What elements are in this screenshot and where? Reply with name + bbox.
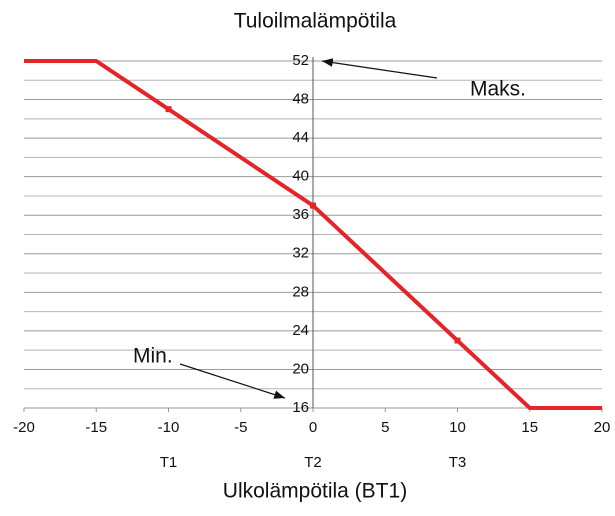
x-tick-label: -10 [158, 419, 180, 436]
y-tick-label: 32 [292, 245, 309, 262]
x-tick-label: 5 [381, 419, 389, 436]
y-tick-label: 20 [292, 360, 309, 377]
annotation: Min. [133, 345, 173, 368]
x-tick-label: 20 [594, 419, 611, 436]
y-tick-label: 52 [292, 52, 309, 69]
chart-title: Tuloilmalämpötila [234, 10, 397, 33]
x-axis-label: Ulkolämpötila (BT1) [223, 480, 407, 503]
y-tick-label: 48 [292, 91, 309, 108]
x-sublabel: T2 [304, 454, 322, 471]
annotation-arrow [321, 58, 438, 79]
point-marker [310, 202, 316, 209]
x-tick-label: -15 [85, 419, 107, 436]
x-tick-label: -5 [234, 419, 247, 436]
y-tick-label: 40 [292, 168, 309, 185]
y-tick-label: 24 [292, 322, 309, 339]
x-tick-label: 10 [449, 419, 466, 436]
x-tick-label: -20 [13, 419, 35, 436]
annotation-arrow [179, 363, 286, 399]
x-tick-label: 0 [309, 419, 317, 436]
y-tick-label: 16 [292, 399, 309, 416]
point-marker [165, 106, 172, 113]
x-tick-label: 15 [521, 419, 538, 436]
y-tick-label: 36 [292, 206, 309, 223]
x-sublabel: T1 [160, 454, 178, 471]
y-tick-label: 44 [292, 129, 309, 146]
point-marker [454, 337, 461, 344]
x-sublabel: T3 [449, 454, 467, 471]
annotation: Maks. [470, 78, 526, 101]
y-tick-label: 28 [292, 283, 309, 300]
